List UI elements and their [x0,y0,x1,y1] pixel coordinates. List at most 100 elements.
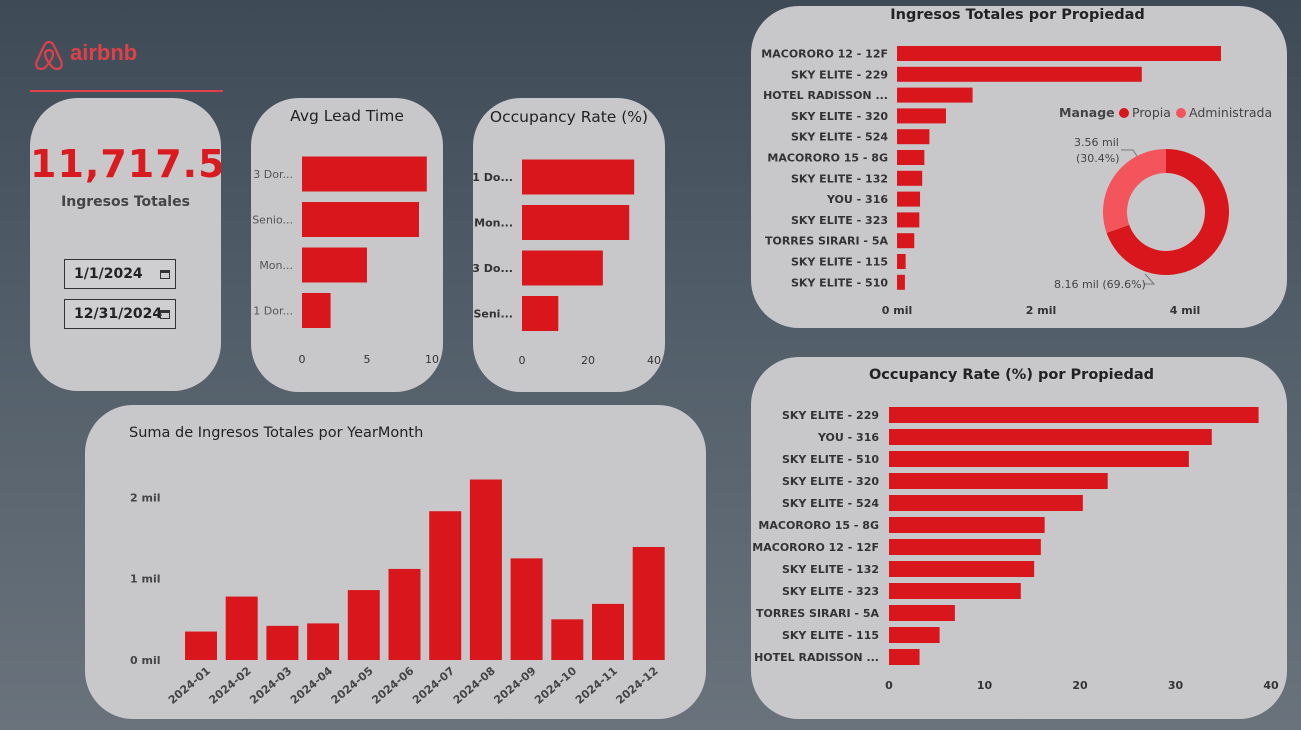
bar [889,407,1259,423]
tick-label: 0 [519,354,526,367]
calendar-icon[interactable] [160,309,170,319]
tick-label: 20 [1072,679,1088,692]
bar [889,539,1041,555]
bar [632,546,665,660]
bar [897,170,923,186]
end-date-field[interactable]: 12/31/2024 [64,299,176,329]
category-label: Seni... [473,308,513,321]
category-label: MACORORO 12 - 12F [752,541,879,554]
data-label: 8.16 mil (69.6%) [1054,278,1146,291]
legend-label: Propia [1132,105,1171,120]
tick-label: 10 [977,679,993,692]
bar [897,46,1221,61]
bar [551,619,584,660]
category-label: SKY ELITE - 132 [782,563,879,576]
tick-label: 40 [1263,679,1279,692]
category-label: 2024-01 [166,664,213,706]
start-date-field[interactable]: 1/1/2024 [64,259,176,289]
ingresos-por-mes-card: Suma de Ingresos Totales por YearMonth 0… [85,405,706,719]
bar [889,429,1212,445]
leader-line [1144,273,1156,285]
bar [307,623,340,660]
data-label: 3.56 mil [1074,136,1119,149]
category-label: 2024-09 [491,664,538,706]
occupancy-rate-chart: 1 Do... Mon... 3 Do... Seni... 0 20 40 [473,159,661,367]
tick-label: 4 mil [1170,304,1201,317]
chart-title: Occupancy Rate (%) por Propiedad [868,367,1155,383]
category-label: 1 Do... [473,171,513,184]
tick-label: 40 [647,354,661,367]
category-label: 2024-05 [329,664,376,706]
bar [897,66,1142,82]
occupancy-por-propiedad-card: Occupancy Rate (%) por Propiedad SKY ELI… [751,357,1287,719]
category-label: SKY ELITE - 524 [782,497,879,510]
category-label: SKY ELITE - 320 [791,110,888,123]
category-label: HOTEL RADISSON ... [763,89,888,102]
bar [897,150,925,165]
tick-label: 0 [885,679,893,692]
category-label: 2024-02 [207,664,254,706]
bar [889,649,920,665]
category-label: 3 Dor... [253,168,293,181]
category-label: SKY ELITE - 510 [791,276,888,289]
bar [889,627,940,643]
category-label: SKY ELITE - 229 [791,68,888,81]
tick-label: 2 mil [1026,304,1057,317]
donut-slice [1103,149,1166,233]
start-date-value: 1/1/2024 [74,266,143,282]
bar [897,191,921,207]
category-label: SKY ELITE - 229 [782,409,879,422]
tick-label: 0 [299,353,306,366]
category-label: TORRES SIRARI - 5A [765,235,889,248]
end-date-value: 12/31/2024 [74,306,163,322]
bar [889,517,1045,533]
airbnb-logo: airbnb [34,38,144,74]
bar [889,495,1083,511]
legend-marker [1119,108,1129,118]
bar [897,129,930,145]
avg-lead-time-chart: 3 Dor... Senio... Mon... 1 Dor... 0 5 10 [252,156,439,366]
category-label: YOU - 316 [826,193,888,206]
tick-label: 2 mil [130,491,161,504]
bar [897,212,920,228]
bar [897,108,946,124]
bar [302,247,367,283]
donut-slice [1106,149,1229,275]
bar [469,479,502,660]
bar [266,625,299,660]
category-label: HOTEL RADISSON ... [754,651,879,664]
bar [897,233,915,249]
tick-label: 10 [425,353,439,366]
legend-marker [1176,108,1186,118]
ingresos-por-propiedad-card: Ingresos Totales por Propiedad MACORORO … [751,6,1287,328]
bar [522,159,635,195]
calendar-icon[interactable] [160,269,170,279]
kpi-label: Ingresos Totales [61,194,190,210]
chart-title: Ingresos Totales por Propiedad [890,7,1145,23]
chart-title: Avg Lead Time [290,107,404,125]
tick-label: 20 [581,354,595,367]
occupancy-rate-card: Occupancy Rate (%) 1 Do... Mon... 3 Do... S… [473,98,665,392]
category-label: 2024-11 [573,664,620,706]
bar [522,296,559,331]
bar [185,631,217,660]
category-label: SKY ELITE - 524 [791,131,888,144]
category-label: TORRES SIRARI - 5A [756,607,880,620]
kpi-value: 11,717.50 [30,142,221,186]
bar [889,451,1189,467]
bar [897,274,905,290]
kpi-card: 11,717.50 Ingresos Totales 1/1/2024 12/3… [30,98,221,391]
category-label: 1 Dor... [253,305,293,318]
bar [347,590,380,660]
bar [889,473,1108,489]
bar [889,583,1021,599]
occupancy-por-propiedad-chart: SKY ELITE - 229 YOU - 316 SKY ELITE - 510 S… [752,407,1279,692]
category-label: YOU - 316 [817,431,879,444]
airbnb-logo-icon [35,40,63,71]
bar [429,511,462,660]
category-label: MACORORO 15 - 8G [767,152,888,165]
bar [388,568,421,660]
category-label: MACORORO 12 - 12F [761,48,888,61]
data-label: (30.4%) [1076,152,1120,165]
category-label: 2024-04 [288,664,335,707]
